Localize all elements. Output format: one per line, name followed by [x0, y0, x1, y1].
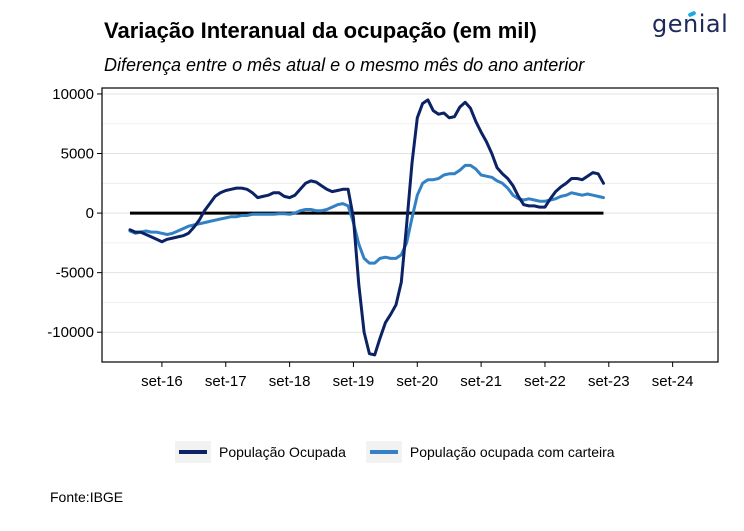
y-tick-label: 0 [86, 205, 94, 222]
y-tick-label: 5000 [61, 146, 94, 163]
legend-item: População Ocupada [175, 441, 346, 463]
plot-border [101, 87, 719, 363]
x-tick-label: set-22 [524, 373, 566, 390]
x-tick-label: set-23 [588, 373, 630, 390]
chart-legend: População Ocupada População ocupada com c… [175, 441, 635, 463]
chart-subtitle: Diferença entre o mês atual e o mesmo mê… [104, 55, 585, 75]
legend-key [175, 441, 211, 463]
y-tick-label: 10000 [52, 86, 94, 103]
x-tick-label: set-24 [652, 373, 694, 390]
legend-item: População ocupada com carteira [365, 441, 615, 463]
chart-title: Variação Interanual da ocupação (em mil) [104, 18, 537, 43]
y-tick-label: -5000 [56, 265, 94, 282]
x-tick-label: set-19 [333, 373, 375, 390]
series-line-popula-o-ocupada-com-carteira [128, 163, 605, 265]
legend-label: População Ocupada [219, 444, 346, 460]
x-tick-label: set-20 [396, 373, 438, 390]
x-tick-label: set-21 [460, 373, 502, 390]
series-line-popula-o-ocupada [128, 98, 605, 357]
legend-key [365, 441, 402, 463]
brand-logo: genial [652, 10, 729, 38]
y-tick-label: -10000 [47, 324, 94, 341]
source-note: Fonte:IBGE [50, 489, 124, 505]
legend-label: População ocupada com carteira [409, 444, 615, 460]
x-tick-label: set-17 [205, 373, 247, 390]
x-tick-label: set-16 [141, 373, 183, 390]
x-tick-label: set-18 [269, 373, 311, 390]
line-chart: 10000 5000 0 -5000 -10000 set-16 set-17 set-18 s… [47, 86, 719, 390]
